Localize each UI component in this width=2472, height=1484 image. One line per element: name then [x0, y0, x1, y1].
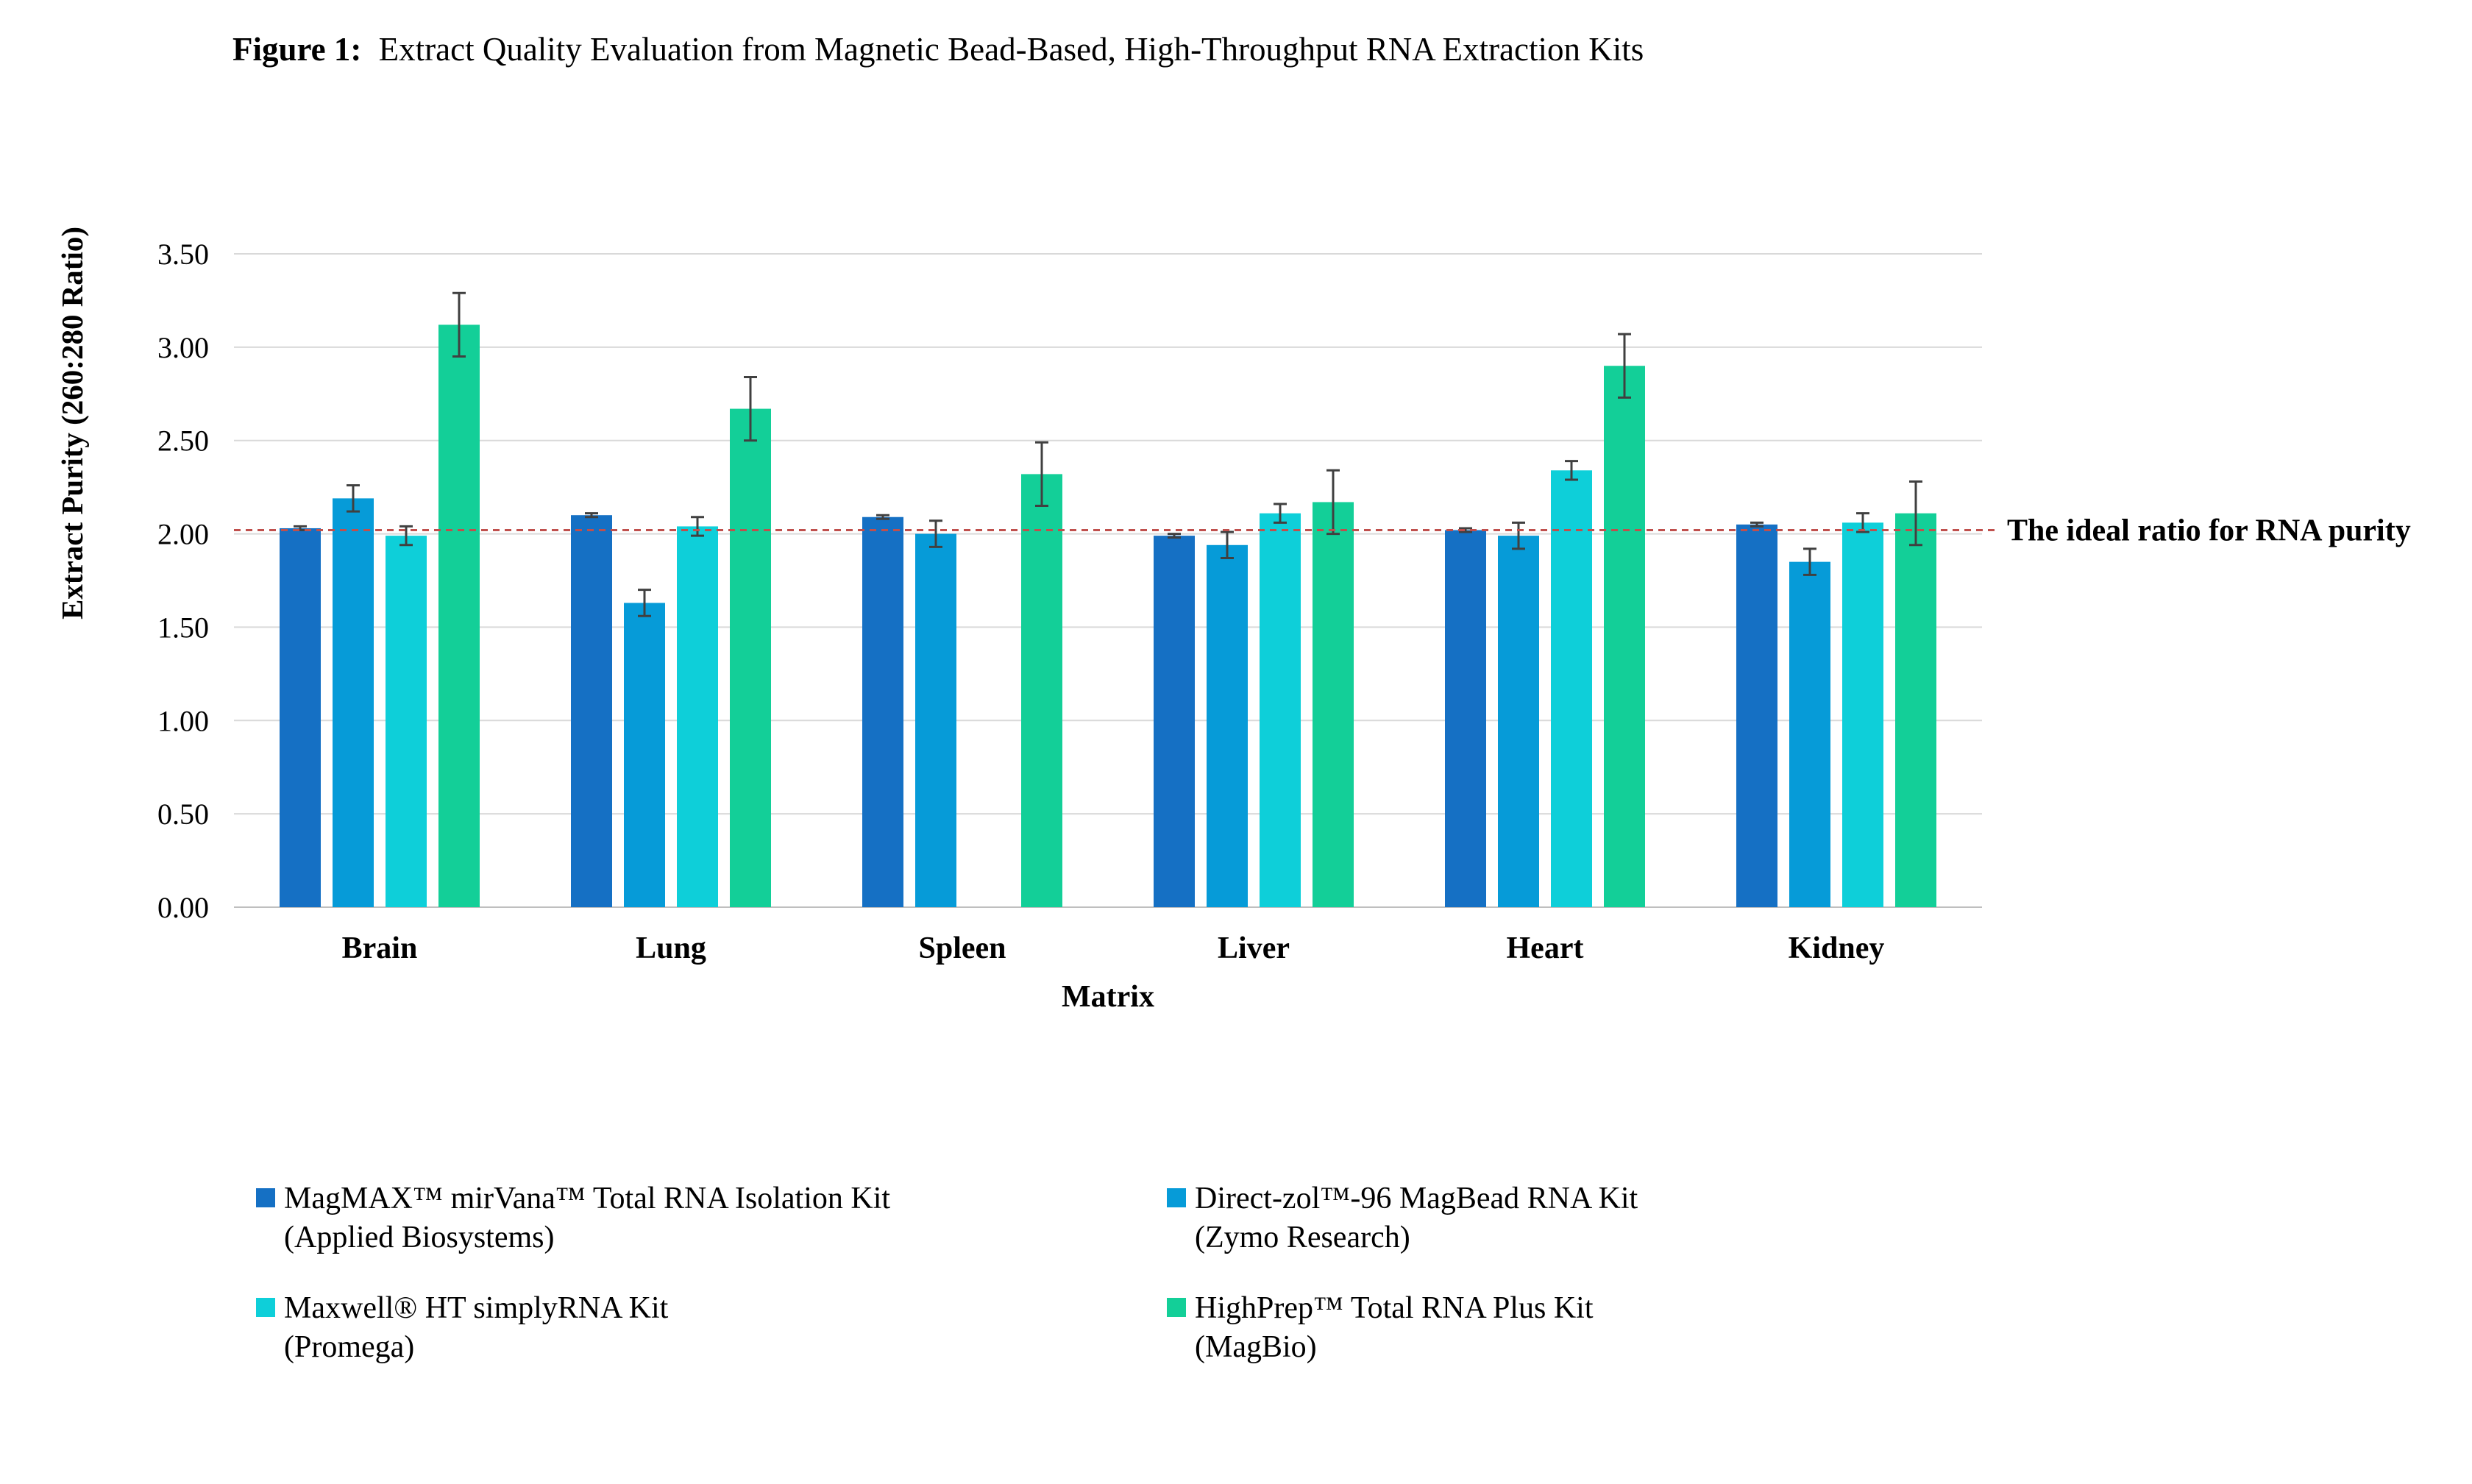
legend-line-2: (Zymo Research) [1195, 1221, 1410, 1254]
bar-magmax-spleen [862, 516, 903, 907]
legend-swatch [256, 1188, 275, 1207]
legend-label: HighPrep™ Total RNA Plus Kit (MagBio) [1195, 1289, 1594, 1367]
y-tick-label: 1.50 [157, 611, 209, 644]
y-axis-label: Extract Purity (260:280 Ratio) [55, 227, 89, 619]
bar-maxwell-liver [1260, 513, 1301, 907]
legend-line-2: (MagBio) [1195, 1330, 1317, 1364]
legend-swatch [256, 1298, 275, 1317]
bar-magmax-brain [280, 528, 321, 907]
y-tick-label: 0.50 [157, 798, 209, 831]
bar-directzol-spleen [915, 533, 956, 907]
y-tick-label: 1.00 [157, 704, 209, 737]
x-tick-label: Kidney [1789, 931, 1885, 965]
y-tick-label: 2.50 [157, 425, 209, 458]
bar-directzol-heart [1498, 536, 1539, 907]
legend-item-magmax: MagMAX™ mirVana™ Total RNA Isolation Kit… [256, 1179, 890, 1257]
legend-label: Direct-zol™-96 MagBead RNA Kit (Zymo Res… [1195, 1179, 1638, 1257]
legend-line-1: Direct-zol™-96 MagBead RNA Kit [1195, 1182, 1638, 1215]
legend-line-2: (Applied Biosystems) [284, 1221, 555, 1254]
y-tick-label: 2.00 [157, 518, 209, 551]
x-tick-label: Brain [342, 931, 418, 965]
legend-item-directzol: Direct-zol™-96 MagBead RNA Kit (Zymo Res… [1167, 1179, 1638, 1257]
bar-directzol-brain [333, 498, 374, 907]
bar-highprep-brain [438, 324, 480, 907]
x-tick-label: Liver [1218, 931, 1290, 965]
legend-item-highprep: HighPrep™ Total RNA Plus Kit (MagBio) [1167, 1289, 1594, 1367]
legend-swatch [1167, 1188, 1186, 1207]
legend-label: Maxwell® HT simplyRNA Kit (Promega) [284, 1289, 668, 1367]
bar-magmax-kidney [1736, 524, 1777, 907]
svg-text:Figure 1: Extract Qual: Figure 1: Extract Quality Evaluation fro… [232, 31, 1644, 68]
x-axis-ticks: Brain Lung Spleen Liver Heart Kidney [342, 931, 1885, 965]
bar-magmax-lung [571, 515, 612, 907]
bar-maxwell-lung [677, 526, 718, 907]
bar-highprep-lung [730, 408, 771, 907]
bars [280, 324, 1936, 907]
bar-highprep-kidney [1895, 513, 1936, 907]
x-tick-label: Lung [636, 931, 706, 965]
x-tick-label: Spleen [918, 931, 1006, 965]
figure-title: Figure 1: Extract Quality Evaluation fro… [232, 31, 1644, 68]
legend-swatch [1167, 1298, 1186, 1317]
bar-maxwell-heart [1551, 470, 1592, 907]
bar-directzol-kidney [1789, 561, 1830, 907]
figure-label: Figure 1: [232, 31, 361, 68]
bar-highprep-spleen [1021, 474, 1062, 907]
bar-highprep-heart [1604, 366, 1645, 907]
bar-magmax-liver [1154, 536, 1195, 907]
legend-line-2: (Promega) [284, 1330, 415, 1364]
legend-label: MagMAX™ mirVana™ Total RNA Isolation Kit… [284, 1179, 890, 1257]
legend-line-1: MagMAX™ mirVana™ Total RNA Isolation Kit [284, 1182, 891, 1215]
y-tick-label: 0.00 [157, 891, 209, 924]
x-tick-label: Heart [1507, 931, 1584, 965]
figure-title-text: Extract Quality Evaluation from Magnetic… [379, 31, 1644, 68]
x-axis-label: Matrix [1062, 980, 1154, 1014]
error-bars [294, 291, 1922, 617]
bar-directzol-liver [1207, 544, 1248, 907]
legend-line-1: Maxwell® HT simplyRNA Kit [284, 1291, 669, 1325]
legend-line-1: HighPrep™ Total RNA Plus Kit [1195, 1291, 1594, 1325]
ideal-ratio-label: The ideal ratio for RNA purity [2007, 514, 2411, 547]
y-axis-ticks: 0.00 0.50 1.00 1.50 2.00 2.50 3.00 3.50 [157, 238, 209, 924]
bar-magmax-heart [1445, 530, 1486, 907]
y-tick-label: 3.50 [157, 238, 209, 271]
bar-highprep-liver [1313, 502, 1354, 907]
bar-directzol-lung [624, 603, 665, 907]
y-tick-label: 3.00 [157, 331, 209, 364]
legend-item-maxwell: Maxwell® HT simplyRNA Kit (Promega) [256, 1289, 668, 1367]
gridlines [234, 253, 1982, 908]
bar-maxwell-kidney [1842, 522, 1883, 907]
bar-maxwell-brain [386, 536, 427, 907]
